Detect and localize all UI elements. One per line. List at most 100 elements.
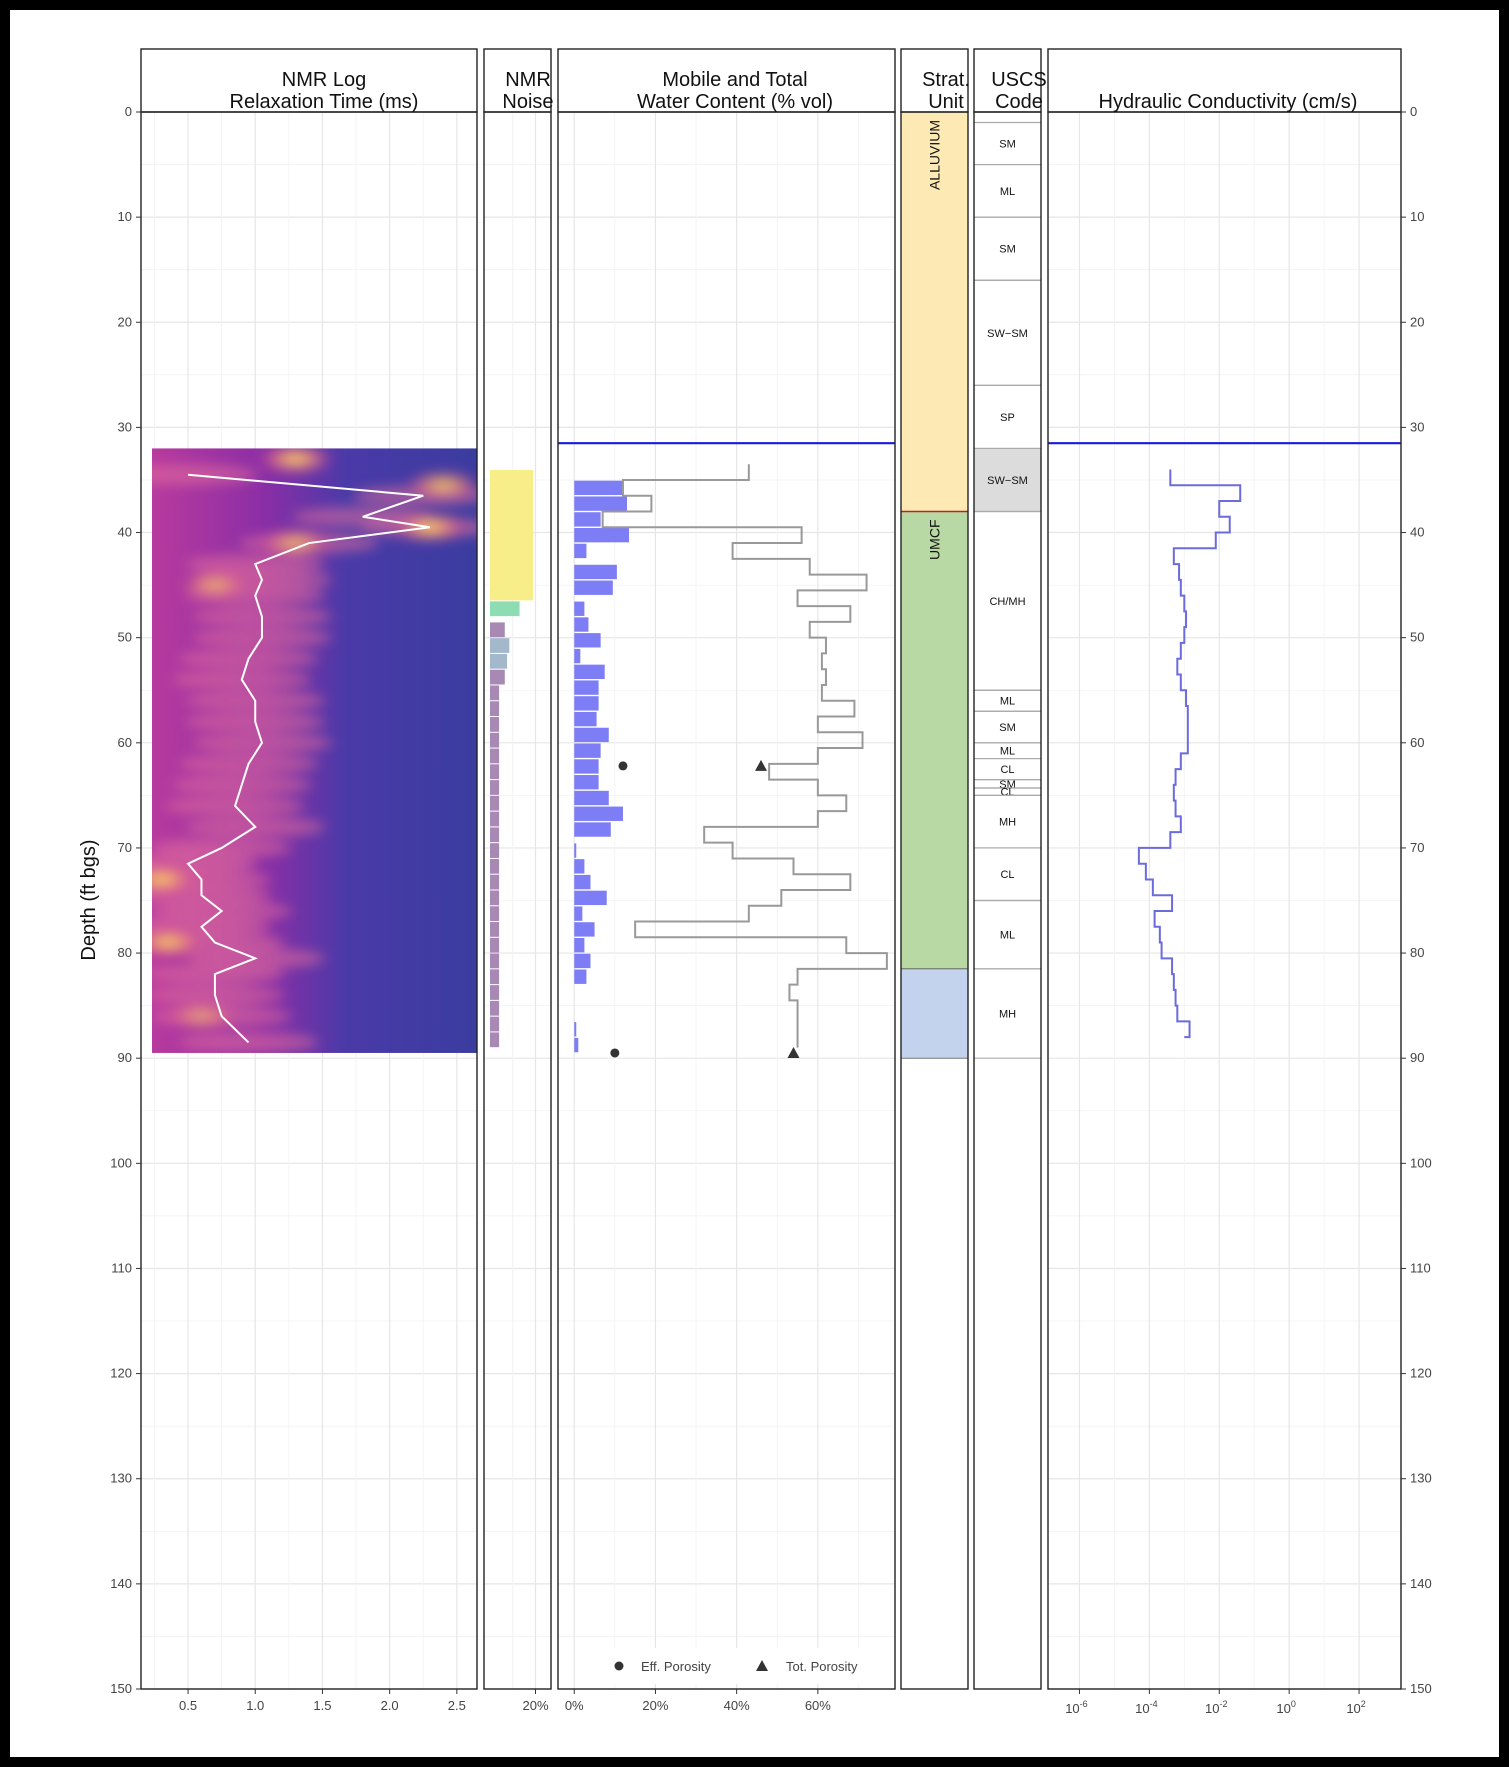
k-title: Hydraulic Conductivity (cm/s) (1099, 91, 1358, 113)
heatmap-hotspot (174, 569, 255, 602)
panel-frame (140, 111, 478, 1690)
mobile-water-bar (574, 890, 607, 906)
mobile-water-bar (574, 743, 601, 758)
panel-frame (973, 111, 1042, 1690)
noise-bar (490, 701, 500, 717)
nmr-noise-title-2: Noise (502, 91, 553, 113)
mobile-water-bar (574, 580, 613, 595)
strat-unit-block (900, 111, 969, 512)
uscs-code-label: MH (999, 817, 1016, 829)
nmr-x-tick-label: 1.5 (313, 1698, 331, 1713)
panel-frame (900, 111, 969, 1690)
y-tick-label-right: 70 (1410, 840, 1424, 855)
noise-bar (490, 601, 520, 617)
uscs-code-label: SM (999, 244, 1016, 256)
nmr-noise-title-1: NMR (505, 69, 551, 91)
water-content-title-2: Water Content (% vol) (637, 91, 833, 113)
noise-bar (490, 622, 505, 638)
heatmap-band (152, 985, 285, 1006)
noise-bar (490, 638, 510, 653)
nmr-log-title-1: NMR Log (282, 69, 366, 91)
strat-title-2: Unit (928, 91, 964, 113)
mobile-water-bar (574, 727, 609, 743)
mobile-water-bar (574, 496, 628, 511)
noise-bar (490, 953, 500, 969)
heatmap-hotspot (152, 863, 202, 896)
noise-bar (490, 469, 534, 601)
k-x-tick-label: 10-6 (1065, 1699, 1087, 1716)
y-tick-label-right: 20 (1410, 314, 1424, 329)
mobile-water-bar (574, 696, 599, 711)
nmr-x-tick-label: 2.5 (448, 1698, 466, 1713)
mobile-water-bar (574, 874, 591, 890)
noise-bar (490, 732, 500, 748)
mobile-water-bar (574, 480, 623, 496)
heatmap-band (152, 464, 259, 485)
noise-x-tick-label: 20% (522, 1698, 548, 1713)
noise-bar (490, 653, 508, 669)
y-tick-label-left: 90 (118, 1050, 132, 1065)
mobile-water-bar (574, 759, 599, 774)
mobile-water-bar (574, 617, 589, 632)
nmr-log-title-2: Relaxation Time (ms) (230, 91, 419, 113)
strat-unit-block (900, 968, 969, 1059)
strat-title-1: Strat. (922, 69, 970, 91)
y-tick-label-left: 140 (110, 1576, 132, 1591)
mobile-water-bar (574, 937, 585, 953)
mobile-water-bar (574, 601, 585, 616)
y-tick-label-left: 100 (110, 1155, 132, 1170)
eff-porosity-point (618, 761, 628, 771)
uscs-code-label: SM (999, 722, 1016, 734)
y-tick-label-left: 10 (118, 209, 132, 224)
chart-marks: ALLUVIUM UMCF SM ML SM SW−SM SP SW−SM CH/MH ML SM M… (186, 111, 1401, 1059)
uscs-code-label: SW−SM (987, 328, 1028, 340)
y-tick-label-right: 100 (1410, 1155, 1432, 1170)
uscs-code-label: ML (1000, 186, 1015, 198)
uscs-code-label: ML (1000, 930, 1015, 942)
heatmap-hotspot (152, 926, 208, 959)
uscs-code-label: MH (999, 1009, 1016, 1021)
mobile-water-bar (574, 711, 597, 727)
noise-bar (490, 795, 500, 811)
tot-porosity-point (787, 1046, 800, 1058)
heatmap-hotspot (255, 448, 336, 475)
noise-bar (490, 858, 500, 874)
uscs-code-label: SW−SM (987, 475, 1028, 487)
noise-bar (490, 1000, 500, 1016)
mobile-water-bar (574, 822, 611, 837)
mobile-water-bar (574, 512, 601, 527)
legend: Eff. Porosity Tot. Porosity (614, 1659, 858, 1674)
uscs-code-label: ML (1000, 696, 1015, 708)
noise-bar (490, 1032, 500, 1048)
wc-x-tick-label: 0% (565, 1698, 584, 1713)
legend-eff-porosity-symbol (614, 1661, 624, 1671)
y-tick-label-right: 80 (1410, 945, 1424, 960)
heatmap-band (178, 1032, 319, 1053)
noise-bar (490, 811, 500, 827)
panel-frame (1047, 111, 1402, 1690)
y-tick-label-left: 20 (118, 314, 132, 329)
mobile-water-bar (574, 543, 587, 559)
total-water-line (601, 464, 888, 1048)
panel-frame (483, 111, 552, 1690)
k-x-tick-label: 100 (1276, 1699, 1295, 1716)
y-tick-label-left: 50 (118, 630, 132, 645)
y-tick-label-right: 0 (1410, 104, 1417, 119)
noise-bar (490, 937, 500, 953)
heatmap-hotspot (403, 469, 477, 502)
heatmap-hotspot (161, 1000, 242, 1033)
y-tick-label-right: 90 (1410, 1050, 1424, 1065)
noise-bar (490, 1016, 500, 1032)
y-tick-label-left: 110 (111, 1260, 132, 1275)
noise-bar (490, 685, 500, 701)
y-tick-label-left: 130 (110, 1471, 132, 1486)
noise-bar (490, 985, 500, 1000)
y-tick-label-right: 50 (1410, 630, 1424, 645)
uscs-code-label: SP (1000, 412, 1015, 424)
y-tick-label-right: 140 (1410, 1576, 1432, 1591)
y-tick-label-right: 150 (1410, 1681, 1432, 1696)
noise-bar (490, 764, 500, 780)
mobile-water-bar (574, 953, 591, 969)
k-x-tick-label: 10-2 (1205, 1699, 1227, 1716)
uscs-code-label: SM (999, 139, 1016, 151)
